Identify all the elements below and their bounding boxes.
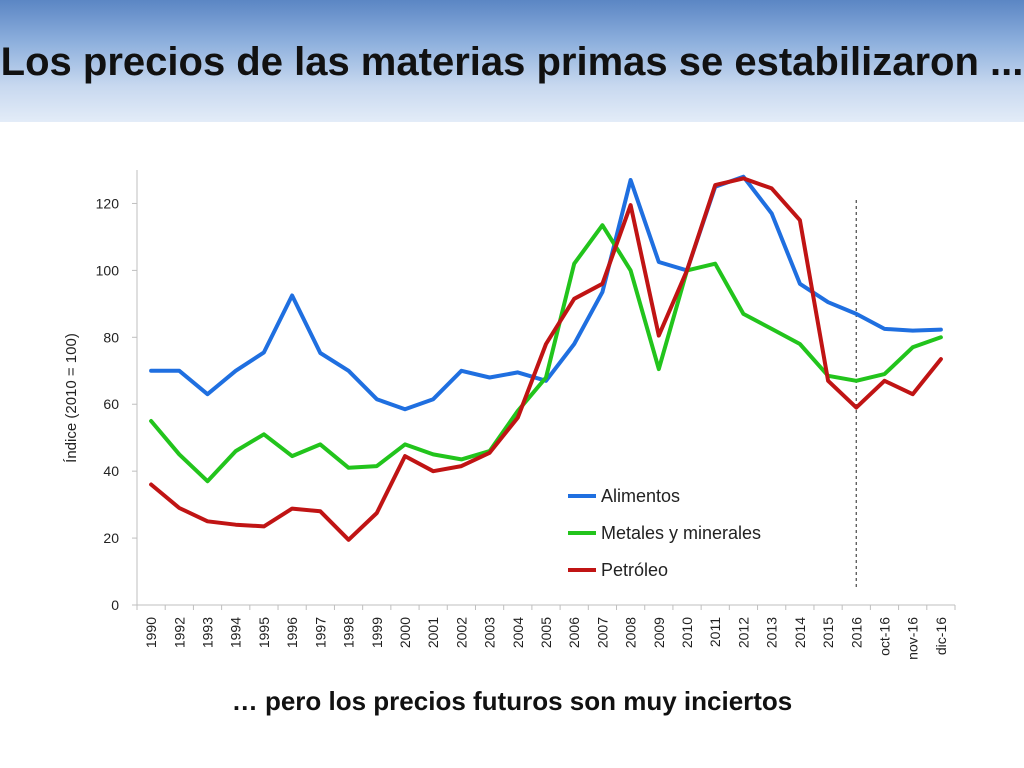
title-banner — [0, 0, 1024, 122]
x-tick-label: dic-16 — [933, 617, 949, 655]
x-tick-label: nov-16 — [905, 617, 921, 660]
legend-label: Metales y minerales — [601, 523, 761, 543]
y-tick-label: 120 — [96, 195, 120, 211]
y-tick-label: 0 — [111, 597, 119, 613]
x-tick-label: 2006 — [566, 617, 582, 648]
y-tick-label: 40 — [103, 463, 119, 479]
slide-subtitle: … pero los precios futuros son muy incie… — [231, 686, 793, 716]
x-tick-label: 2009 — [651, 617, 667, 648]
legend-label: Alimentos — [601, 486, 680, 506]
x-tick-label: 2001 — [425, 617, 441, 648]
x-tick-label: 1996 — [284, 617, 300, 648]
x-tick-label: 2000 — [397, 617, 413, 648]
y-tick-label: 60 — [103, 396, 119, 412]
y-axis-label: Índice (2010 = 100) — [63, 333, 80, 463]
series-line-2 — [149, 176, 943, 542]
x-tick-label: 2013 — [764, 617, 780, 648]
slide-title: Los precios de las materias primas se es… — [0, 40, 1024, 84]
chart-axes — [136, 170, 955, 606]
chart-legend: Alimentos Metales y minerales Petróleo — [568, 486, 761, 580]
x-tick-label: 2005 — [538, 617, 554, 648]
x-tick-label: oct-16 — [876, 617, 892, 656]
y-tick-label: 100 — [96, 262, 120, 278]
y-tick-labels: 0 20 40 60 80 100 120 — [96, 195, 137, 613]
x-tick-label: 1997 — [312, 617, 328, 648]
x-tick-label: 2012 — [735, 617, 751, 648]
x-tick-label: 2015 — [820, 617, 836, 648]
x-tick-label: 2011 — [707, 617, 723, 647]
legend-label: Petróleo — [601, 560, 668, 580]
x-tick-label: 1998 — [341, 617, 357, 648]
chart-series — [149, 174, 943, 542]
x-tick-label: 2008 — [623, 617, 639, 648]
x-tick-label: 2007 — [594, 617, 610, 648]
x-tick-label: 1993 — [200, 617, 216, 648]
x-tick-label: 2002 — [453, 617, 469, 648]
x-tick-labels: 1990 1992 1993 1994 1995 1996 1997 1998 1999 2000… — [136, 605, 956, 660]
x-tick-label: 1992 — [171, 617, 187, 648]
series-line-0 — [149, 174, 943, 412]
x-tick-label: 1995 — [256, 617, 272, 648]
series-line-1 — [149, 223, 943, 484]
x-tick-label: 2010 — [679, 617, 695, 648]
y-tick-label: 20 — [103, 530, 119, 546]
x-tick-label: 2014 — [792, 617, 808, 648]
x-tick-label: 2016 — [848, 617, 864, 648]
x-tick-label: 1994 — [228, 617, 244, 648]
x-tick-label: 1990 — [143, 617, 159, 648]
x-tick-label: 1999 — [369, 617, 385, 648]
y-tick-label: 80 — [103, 329, 119, 345]
x-tick-label: 2003 — [482, 617, 498, 648]
x-tick-label: 2004 — [510, 617, 526, 648]
